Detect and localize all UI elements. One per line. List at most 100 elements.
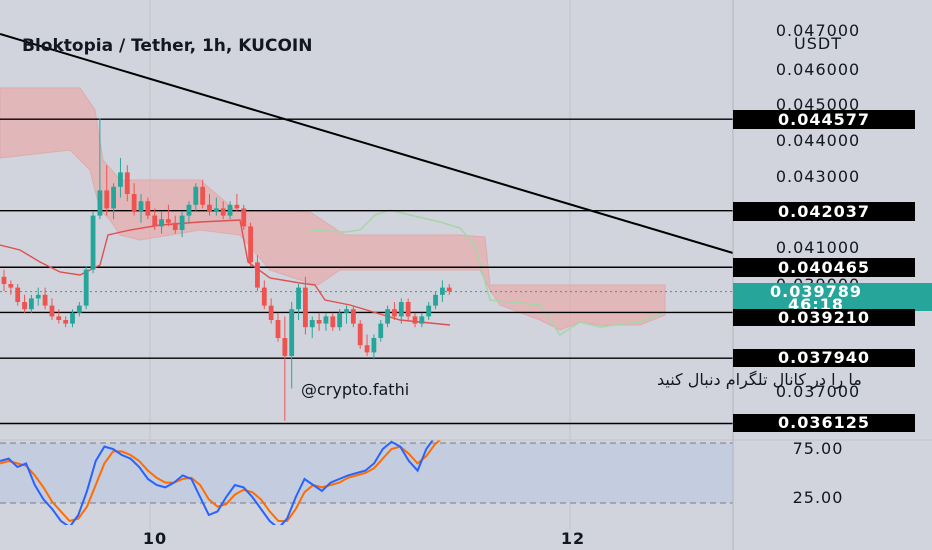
candle-body — [90, 215, 96, 270]
candle-body — [186, 204, 192, 216]
candle-body — [179, 215, 185, 230]
candle-body — [118, 172, 123, 187]
price-tick: 0.037000 — [776, 382, 860, 401]
candle-body — [357, 323, 363, 346]
price-tick: 0.045000 — [776, 95, 860, 114]
candle-body — [29, 298, 34, 310]
candle-body — [83, 269, 89, 306]
price-tick-top: 0.047000 — [776, 21, 860, 40]
candle-body — [172, 222, 178, 230]
candle-body — [70, 312, 75, 324]
candle-body — [344, 309, 349, 313]
candle-body — [296, 287, 301, 310]
candlesticks — [1, 118, 452, 421]
currency-label: USDT — [794, 34, 842, 53]
candle-body — [234, 204, 240, 209]
telegram-note-persian: ما را در کانال تلگرام دنبال کنید — [657, 370, 862, 390]
candle-body — [371, 338, 377, 353]
candle-body — [323, 316, 329, 324]
chart-title: Bloktopia / Tether, 1h, KUCOIN — [22, 36, 312, 56]
candle-body — [97, 190, 103, 216]
level-tag[interactable]: 0.039210 — [733, 308, 915, 327]
candle-body — [282, 338, 288, 356]
candle-body — [419, 316, 425, 324]
candle-body — [1, 276, 7, 284]
stochastic-k-line — [0, 440, 435, 525]
candle-body — [261, 287, 267, 306]
candle-body — [49, 305, 55, 317]
candle-body — [337, 312, 343, 328]
candle-body — [385, 309, 390, 324]
level-tag[interactable]: 0.037940 — [733, 348, 915, 367]
current-price-tag[interactable]: 0.039789 46:18 — [733, 282, 932, 314]
candle-body — [398, 302, 404, 317]
candle-body — [213, 208, 219, 212]
candle-body — [364, 345, 370, 353]
candle-body — [193, 186, 199, 205]
candle-body — [56, 316, 62, 320]
candle-body — [22, 302, 27, 310]
candle-body — [63, 320, 69, 324]
candle-body — [76, 305, 82, 313]
candle-body — [124, 172, 130, 194]
candle-body — [145, 201, 151, 216]
telegram-handle: @crypto.fathi — [301, 380, 409, 399]
base-line — [0, 219, 451, 326]
candle-body — [166, 219, 171, 223]
time-label: 10 — [143, 529, 167, 548]
price-tick: 0.043000 — [776, 167, 860, 186]
candle-body — [248, 226, 253, 263]
candle-body — [309, 320, 315, 328]
svg-text:0.044577: 0.044577 — [778, 110, 870, 129]
svg-text:0.036125: 0.036125 — [778, 413, 870, 432]
candle-body — [433, 294, 438, 306]
price-tick: 0.046000 — [776, 60, 860, 79]
candle-body — [227, 204, 233, 216]
candle-body — [412, 316, 418, 324]
candle-body — [330, 316, 336, 328]
candle-body — [42, 294, 48, 306]
candle-body — [350, 309, 356, 324]
candle-body — [255, 262, 260, 288]
horizontal-levels — [0, 118, 733, 425]
time-label: 12 — [561, 529, 585, 548]
candle-body — [316, 320, 322, 324]
svg-text:0.042037: 0.042037 — [778, 202, 870, 221]
candle-body — [104, 190, 110, 209]
oscillator-tick: 75.00 — [793, 439, 844, 458]
oscillator-tick: 25.00 — [793, 488, 844, 507]
candle-body — [446, 287, 452, 292]
candle-body — [303, 287, 308, 328]
candle-body — [8, 284, 14, 288]
svg-text:0.039210: 0.039210 — [778, 308, 870, 327]
candle-body — [200, 186, 206, 205]
candle-body — [207, 204, 212, 212]
candle-body — [220, 208, 226, 216]
candle-body — [138, 201, 144, 212]
cloud-bull-edge — [309, 209, 666, 337]
candle-body — [152, 215, 158, 227]
svg-text:0.039789: 0.039789 — [770, 282, 862, 301]
svg-text:0.040465: 0.040465 — [778, 258, 870, 277]
candle-body — [405, 302, 411, 317]
price-tick: 0.041000 — [776, 238, 860, 257]
candle-body — [35, 294, 41, 299]
price-tick: 0.044000 — [776, 131, 860, 150]
candle-body — [275, 320, 281, 338]
candle-body — [268, 305, 274, 320]
candle-body — [289, 309, 295, 356]
candle-body — [111, 186, 116, 209]
descending-trendline[interactable] — [0, 33, 734, 254]
level-tag[interactable]: 0.036125 — [733, 413, 915, 432]
candle-body — [241, 208, 247, 227]
candle-body — [426, 305, 432, 317]
svg-text:0.037940: 0.037940 — [778, 348, 870, 367]
level-tag[interactable]: 0.044577 — [733, 110, 915, 129]
level-tag[interactable]: 0.040465 — [733, 258, 915, 277]
level-tag[interactable]: 0.042037 — [733, 202, 915, 221]
candle-body — [440, 287, 445, 295]
candle-body — [15, 287, 21, 302]
candle-body — [131, 194, 137, 212]
